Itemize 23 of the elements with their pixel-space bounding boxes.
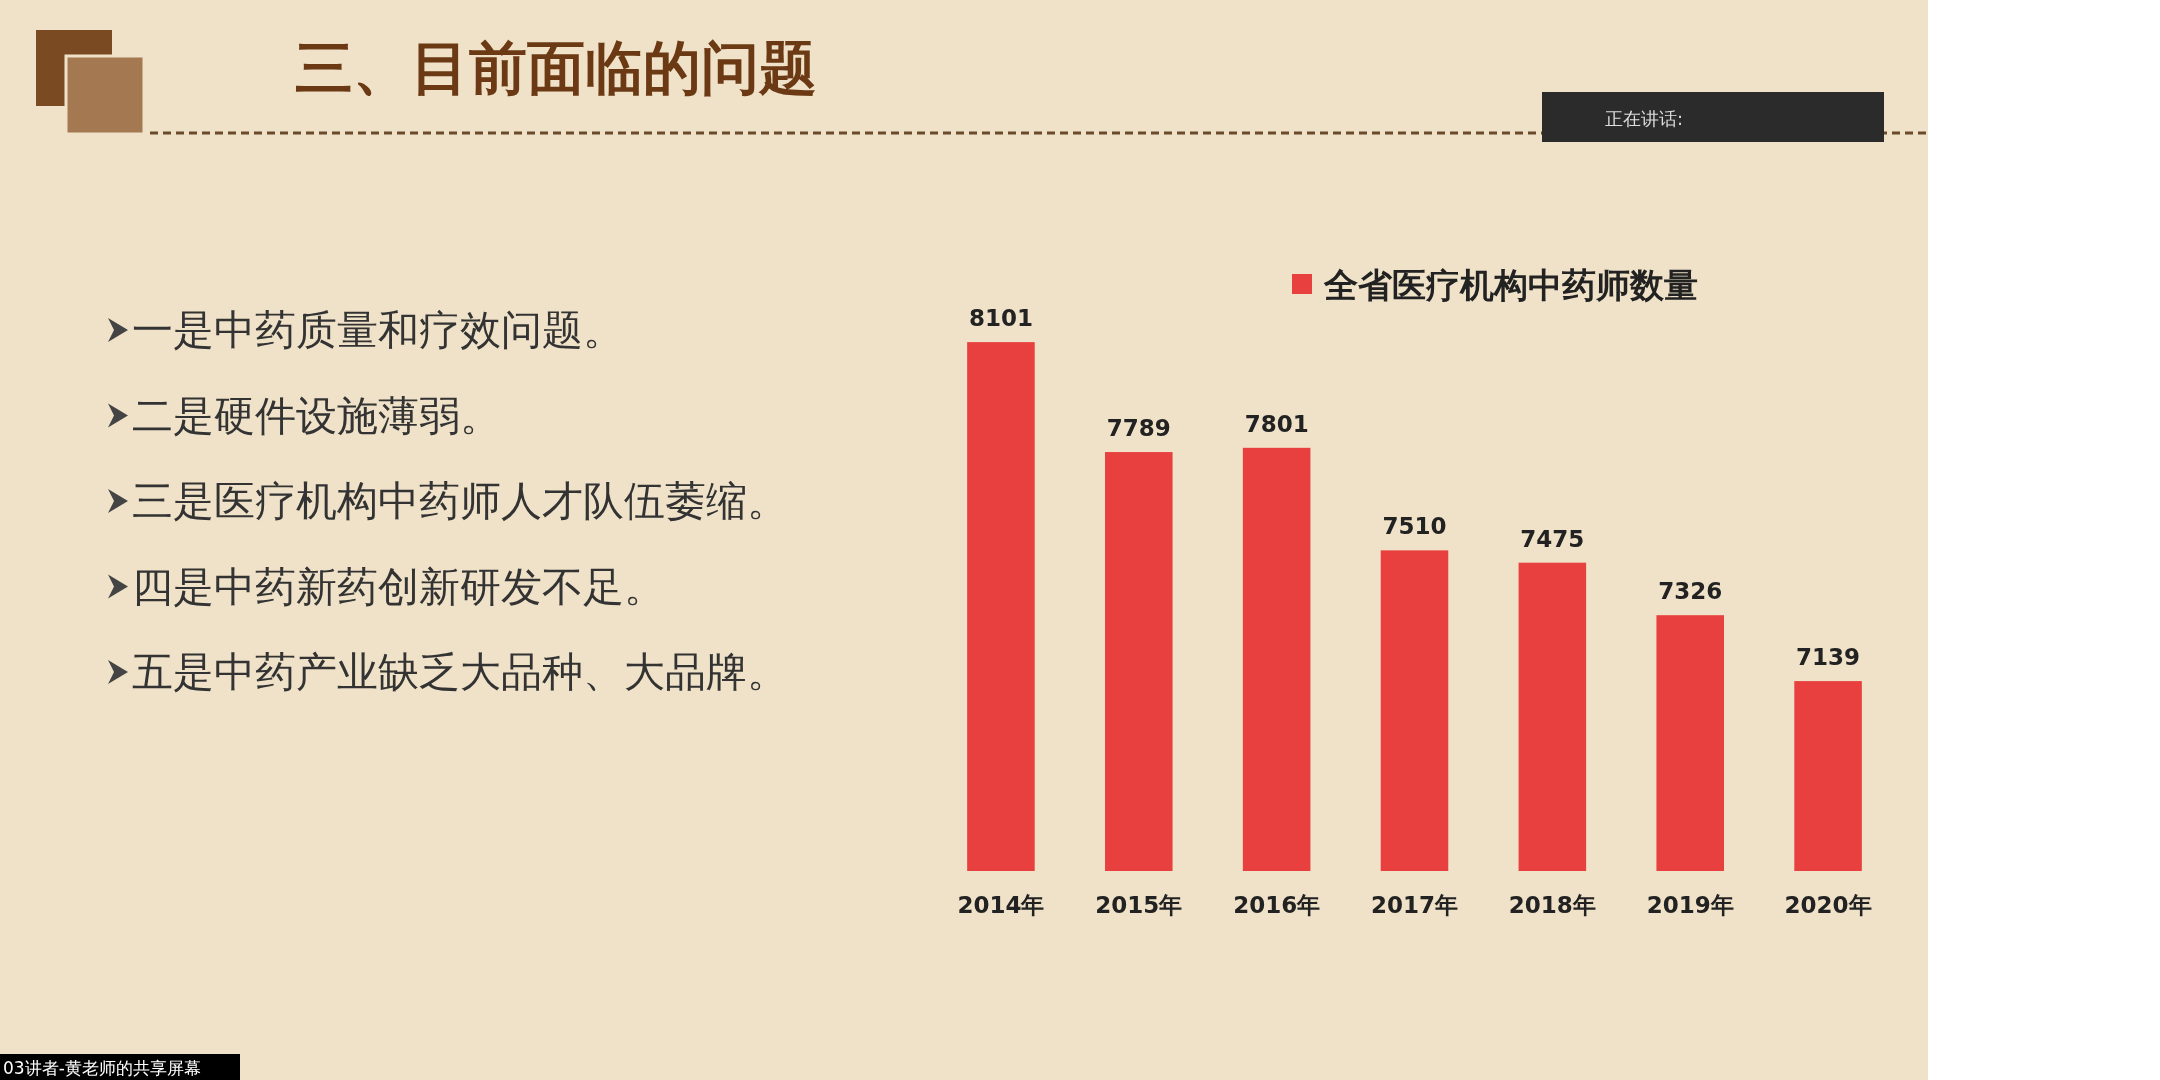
legend-label: 全省医疗机构中药师数量 [1323,265,1698,305]
data-label: 7139 [1796,644,1861,671]
data-label: 7475 [1520,525,1585,552]
text: 三是医疗机构中药师人才队伍萎缩。 [132,477,788,525]
data-label: 7789 [1106,415,1171,442]
x-tick-label: 2015年 [1095,892,1183,918]
data-label: 7326 [1658,578,1723,605]
text: 四是中药新药创新研发不足。 [132,562,665,611]
data-label: 8101 [968,305,1033,332]
text: 二是硬件设施薄弱。 [132,391,501,440]
x-tick-label: 2016年 [1233,892,1321,918]
x-tick-label: 2014年 [957,892,1045,918]
x-tick-label: 2018年 [1508,892,1596,918]
text: 正在讲话: [1605,108,1684,129]
data-label: 7801 [1244,410,1309,437]
chart-title: 三、目前面临的问题 [295,34,817,102]
x-tick-label: 2017年 [1370,892,1459,918]
text: 五是中药产业缺乏大品种、大品牌。 [132,648,788,696]
x-tick-label: 2019年 [1646,892,1734,918]
text: 一是中药质量和疗效问题。 [132,306,624,354]
x-tick-label: 2020年 [1784,892,1872,918]
text: 03讲者-黄老师的共享屏幕 [3,1058,201,1078]
data-label: 7510 [1382,513,1447,540]
